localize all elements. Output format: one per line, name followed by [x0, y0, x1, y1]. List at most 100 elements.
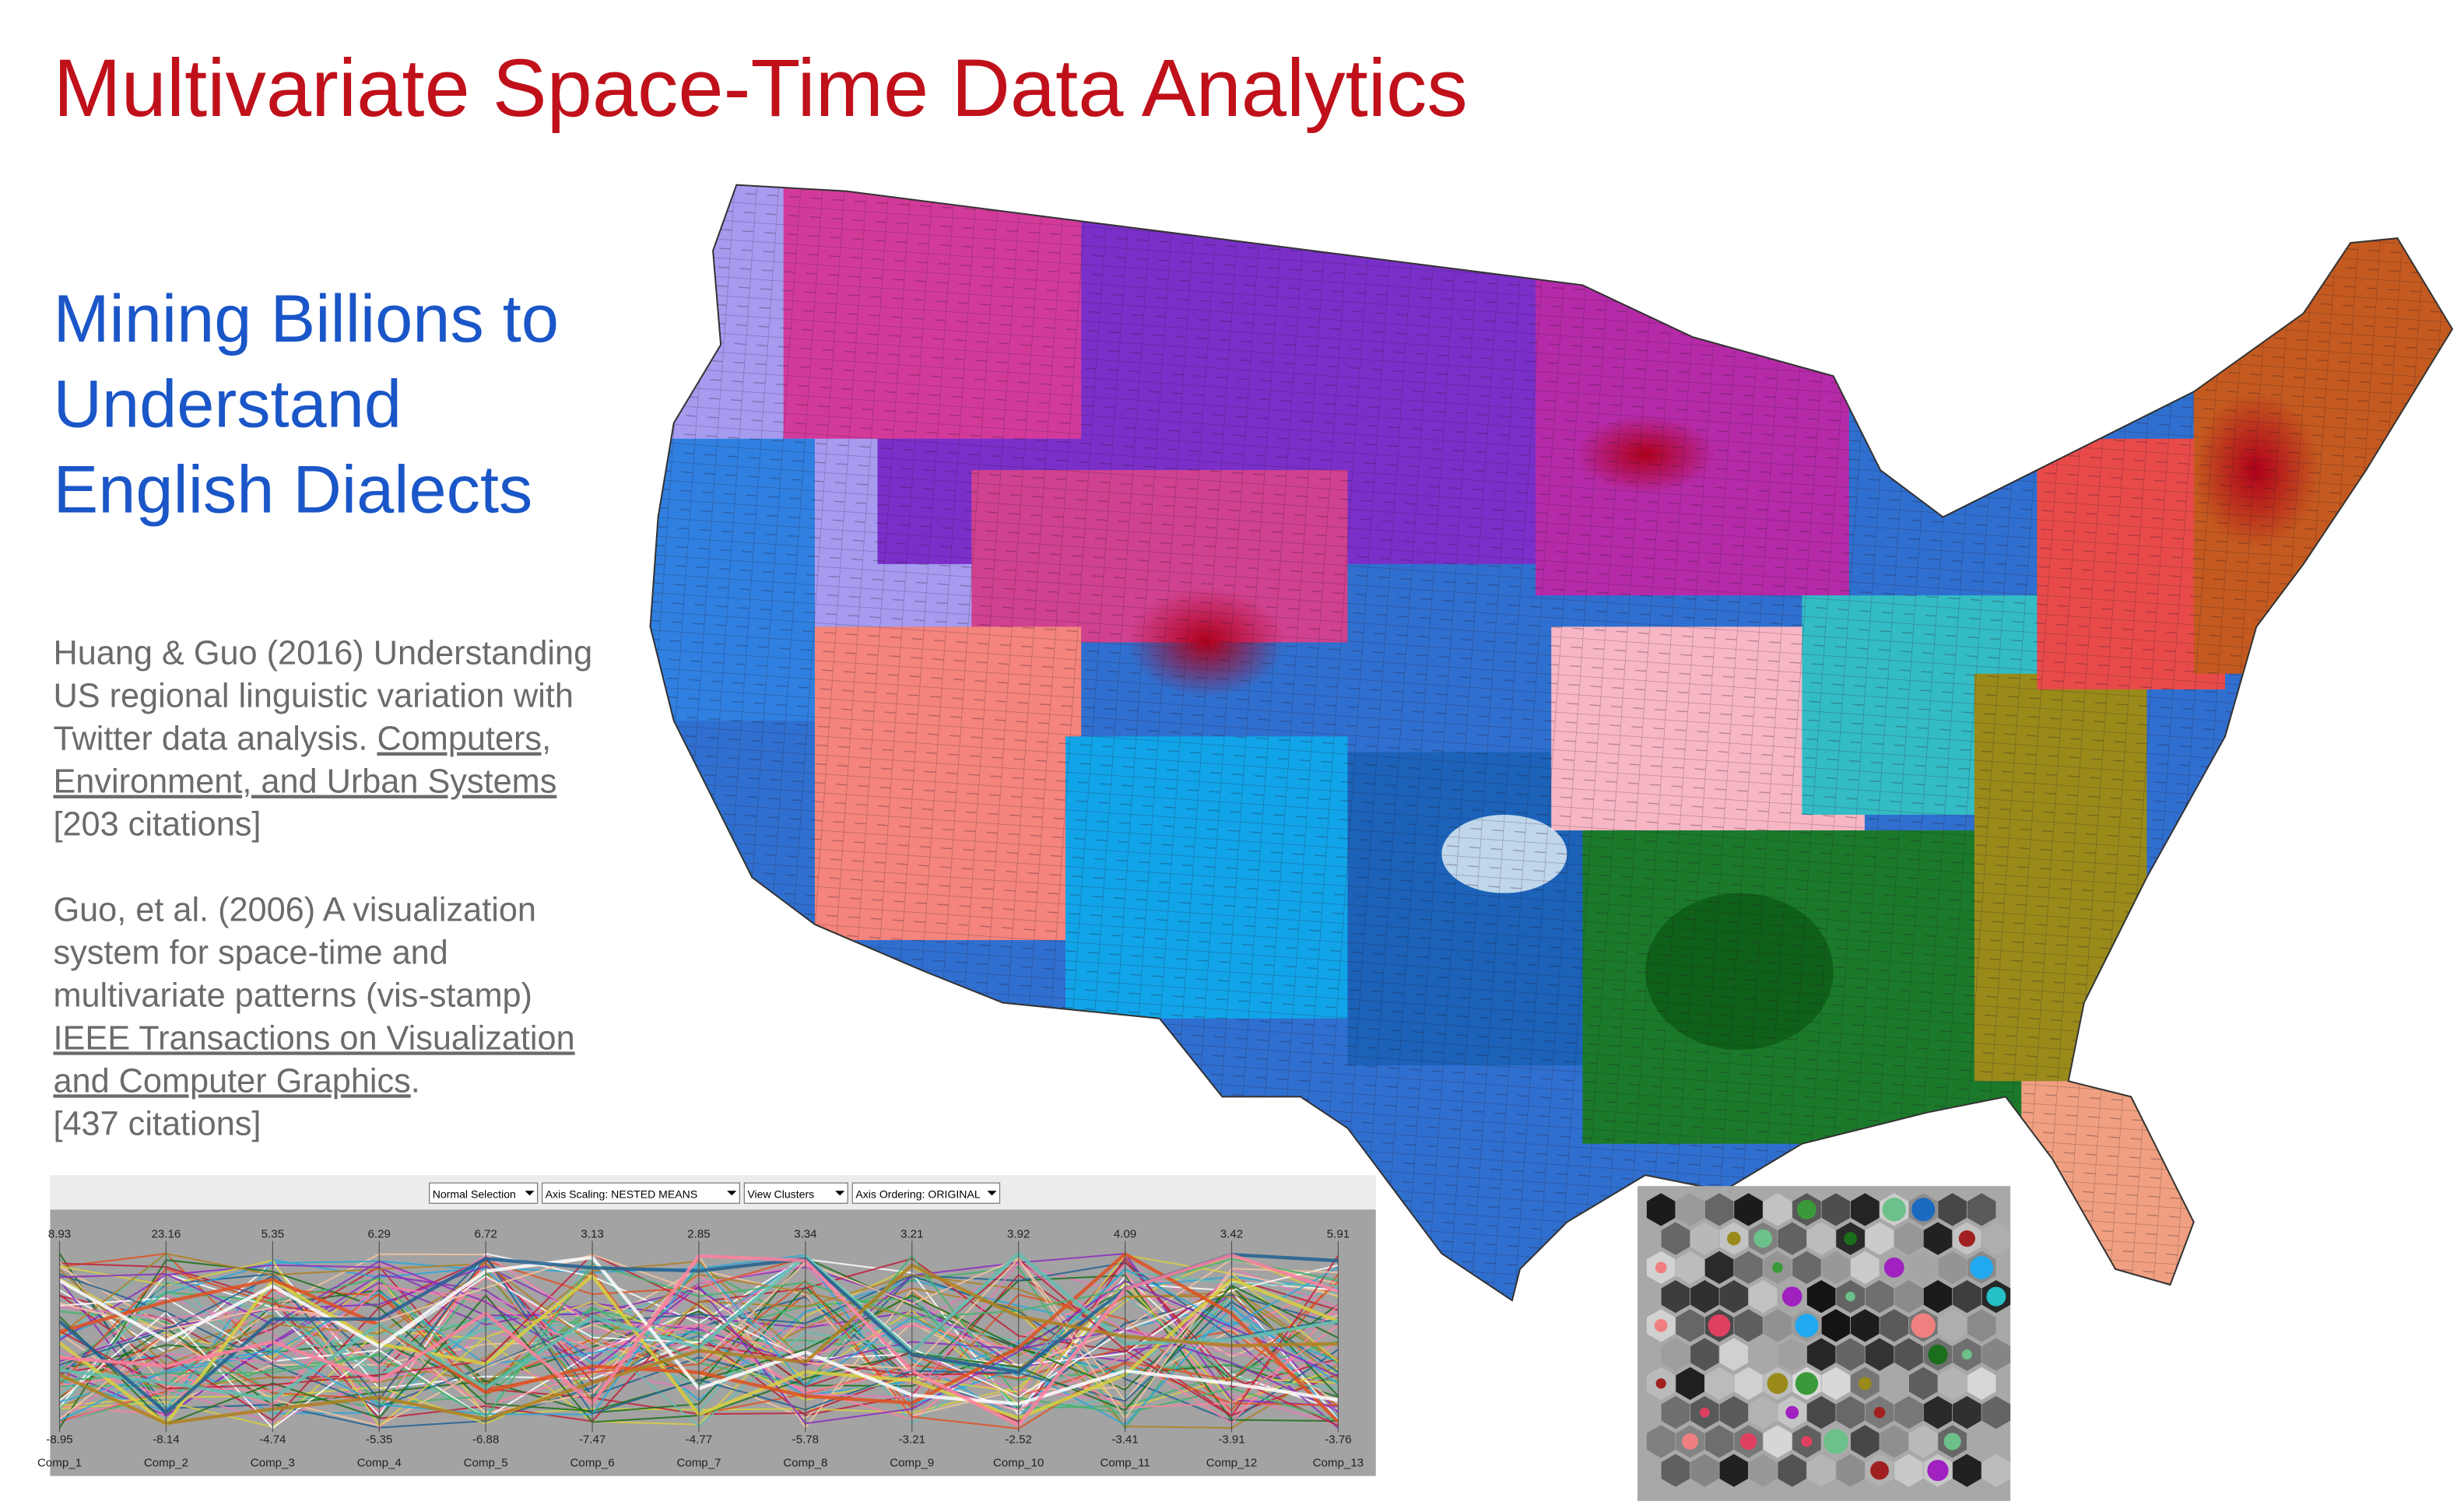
hex-cell [1763, 1309, 1792, 1342]
cluster-dot [1795, 1372, 1819, 1395]
hex-cell [1967, 1309, 1996, 1342]
hex-cell [1690, 1279, 1719, 1314]
axis-name: Comp_11 [1100, 1457, 1150, 1470]
reference-text: Huang & Guo (2016) Understanding [53, 635, 592, 672]
cluster-dot [1858, 1377, 1872, 1391]
hex-cell [1676, 1366, 1704, 1401]
hex-cell [1908, 1425, 1938, 1458]
axis-max: 3.21 [900, 1228, 923, 1241]
hex-cell [1894, 1395, 1923, 1430]
hex-cell [1967, 1193, 1996, 1226]
hex-cell [1880, 1309, 1909, 1342]
axis-max: 3.34 [794, 1228, 816, 1241]
axis-max: 3.42 [1220, 1228, 1243, 1241]
dialect-map [650, 184, 2452, 1301]
axis-name: Comp_8 [783, 1457, 827, 1470]
cluster-dot [1795, 1314, 1819, 1338]
hex-cell [1821, 1251, 1851, 1285]
dropdown[interactable] [851, 1182, 1001, 1204]
hex-cell [1836, 1454, 1865, 1487]
hex-cell [1778, 1338, 1807, 1371]
hex-cell [1704, 1425, 1734, 1458]
hex-cell [1967, 1366, 1996, 1401]
axis-min: -7.47 [579, 1433, 605, 1446]
axis-name: Comp_3 [251, 1457, 295, 1470]
axis-max: 4.09 [1114, 1228, 1136, 1241]
cluster-dot [1845, 1291, 1855, 1302]
reference-link[interactable]: Computers, [377, 721, 551, 758]
cluster-dot [1823, 1429, 1848, 1454]
cluster-dot [1961, 1349, 1972, 1360]
reference-text: Guo, et al. (2006) A visualization [53, 892, 536, 929]
reference-link[interactable]: IEEE Transactions on Visualization [53, 1019, 574, 1057]
hex-cell [1806, 1338, 1836, 1371]
hex-cell [1763, 1425, 1792, 1458]
hex-cell [1938, 1251, 1967, 1285]
cluster-dot [1986, 1286, 2006, 1307]
hex-cell [1981, 1454, 2011, 1487]
hex-cell [1734, 1193, 1763, 1226]
cluster-dot [1882, 1198, 1906, 1222]
hex-cell [1865, 1279, 1894, 1314]
cluster-dot [1781, 1286, 1802, 1307]
reference-link[interactable]: Environment, and Urban Systems [53, 763, 556, 801]
axis-name: Comp_10 [993, 1457, 1044, 1470]
hex-cell [1661, 1395, 1690, 1430]
cluster-dot [1700, 1407, 1710, 1418]
hex-cell [1719, 1279, 1749, 1314]
reference-link[interactable]: and Computer Graphics [53, 1062, 410, 1100]
hex-cell [1806, 1279, 1836, 1314]
hex-cell [1880, 1425, 1909, 1458]
cluster-dot [1772, 1261, 1783, 1273]
hex-cell [1923, 1222, 1953, 1255]
hex-cell [1836, 1338, 1865, 1371]
slide-title: Multivariate Space-Time Data Analytics [53, 43, 1467, 134]
hex-cell [1690, 1338, 1719, 1371]
dropdown-arrow [987, 1191, 997, 1196]
cluster-dot [1739, 1433, 1757, 1451]
dropdown-arrow [525, 1191, 535, 1196]
dropdown[interactable] [542, 1182, 740, 1204]
dropdown[interactable] [429, 1182, 539, 1204]
hex-cell [1938, 1309, 1967, 1342]
reference-text: system for space-time and [53, 934, 448, 971]
cluster-dot [1708, 1314, 1731, 1337]
dropdown-label[interactable]: Normal Selection [433, 1187, 516, 1200]
dropdown-label[interactable]: Axis Scaling: NESTED MEANS [546, 1187, 698, 1200]
hex-cell [1806, 1395, 1836, 1430]
axis-max: 8.93 [48, 1228, 71, 1241]
dropdown-label[interactable]: Axis Ordering: ORIGINAL [855, 1187, 981, 1200]
hex-cell [1981, 1338, 2011, 1371]
axis-max: 3.13 [581, 1228, 603, 1241]
cluster-dot [1873, 1406, 1886, 1419]
cluster-dot [1655, 1378, 1666, 1389]
cluster-dot [1928, 1344, 1948, 1365]
subtitle-line: Mining Billions to [53, 282, 559, 356]
cluster-dot [1970, 1255, 1994, 1279]
cluster-dot [1870, 1461, 1890, 1480]
reference-text: [203 citations] [53, 806, 261, 844]
reference-line: Guo, et al. (2006) A visualization [53, 892, 536, 929]
axis-min: -3.41 [1111, 1433, 1138, 1446]
hex-cell [1661, 1338, 1690, 1371]
dropdown[interactable] [743, 1182, 848, 1204]
hex-cell [1938, 1366, 1967, 1401]
hex-cell [1851, 1251, 1880, 1285]
cluster-dot [1682, 1433, 1699, 1450]
dropdown-label[interactable]: View Clusters [747, 1187, 814, 1200]
hex-cell [1894, 1338, 1923, 1371]
hex-cell [1763, 1193, 1792, 1226]
cluster-dot [1844, 1232, 1858, 1246]
dropdown-arrow [835, 1191, 845, 1196]
hex-cell [1646, 1425, 1676, 1458]
subtitle: Mining Billions to Understand English Dial… [53, 282, 559, 527]
hex-cell [1953, 1454, 1981, 1487]
hex-cell [1836, 1395, 1865, 1430]
hex-cell [1719, 1338, 1749, 1371]
hex-cell [1734, 1309, 1763, 1342]
axis-min: -8.14 [153, 1433, 179, 1446]
hex-cell [1704, 1251, 1734, 1285]
axis-max: 23.16 [152, 1228, 181, 1241]
reference-line: US regional linguistic variation with [53, 678, 574, 715]
som-hex-panel [1637, 1186, 2011, 1501]
